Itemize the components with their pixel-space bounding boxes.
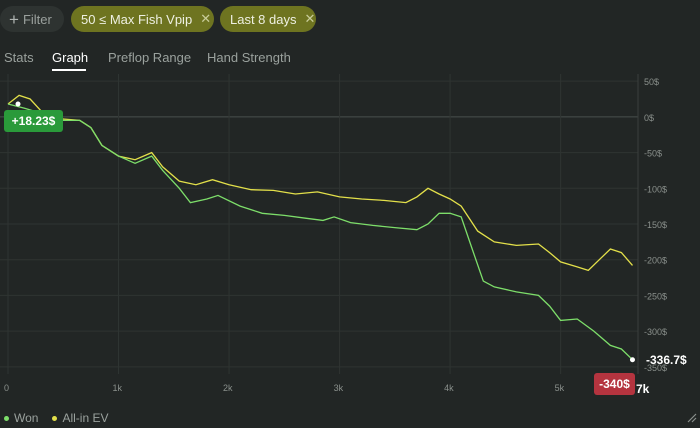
filter-chip-max-fish-vpip[interactable]: 50 ≤ Max Fish Vpip ✕	[71, 6, 214, 32]
filter-chip-date-range[interactable]: Last 8 days ✕	[220, 6, 316, 32]
tab-graph[interactable]: Graph	[52, 50, 89, 65]
end-value-badge: -340$	[594, 373, 635, 395]
y-tick-label: -250$	[644, 291, 667, 301]
start-point-marker	[15, 101, 21, 107]
x-tick-label: 1k	[113, 383, 123, 393]
tab-stats[interactable]: Stats	[4, 50, 34, 65]
legend-item-won[interactable]: Won	[4, 411, 38, 425]
x-end-label: 7k	[636, 382, 650, 396]
y-tick-label: -200$	[644, 256, 667, 266]
x-tick-label: 0	[4, 383, 9, 393]
y-tick-label: -150$	[644, 220, 667, 230]
x-tick-label: 3k	[334, 383, 344, 393]
y-tick-label: 0$	[644, 113, 654, 123]
close-icon[interactable]: ✕	[304, 11, 316, 26]
filter-button[interactable]: + Filter	[0, 6, 64, 32]
legend-label: Won	[14, 411, 39, 425]
chip-label: 50 ≤ Max Fish Vpip	[81, 11, 193, 27]
close-icon[interactable]: ✕	[200, 11, 212, 26]
legend-item-allin-ev[interactable]: All-in EV	[52, 411, 108, 425]
ev-dot-icon	[52, 415, 58, 421]
resize-icon[interactable]	[687, 413, 697, 423]
y-tick-label: 50$	[644, 77, 659, 87]
series-line-won	[7, 103, 633, 361]
x-tick-label: 5k	[555, 383, 565, 393]
y-tick-label: -100$	[644, 184, 667, 194]
filter-label: Filter	[22, 11, 52, 27]
won-dot-icon	[4, 415, 9, 421]
start-value-badge: +18.23$	[4, 110, 63, 132]
chip-label: Last 8 days	[230, 11, 297, 27]
end-point-marker	[629, 357, 635, 363]
chart-legend: Won All-in EV	[4, 411, 122, 425]
y-tick-label: -50$	[644, 149, 662, 159]
legend-label: All-in EV	[62, 411, 109, 425]
profit-graph[interactable]: 50$ 0$ -50$ -100$ -150$ -200$ -250$ -300$ -350$ 0…	[0, 74, 700, 404]
filter-bar: + Filter 50 ≤ Max Fish Vpip ✕ Last 8 day…	[0, 0, 700, 40]
x-tick-label: 2k	[223, 383, 233, 393]
x-tick-label: 4k	[444, 383, 454, 393]
plus-icon: +	[9, 9, 19, 29]
active-tab-indicator	[52, 69, 86, 71]
tab-preflop-range[interactable]: Preflop Range	[108, 50, 192, 65]
y-tick-label: -350$	[644, 363, 667, 373]
y-tick-label: -300$	[644, 327, 667, 337]
end-ev-label: -336.7$	[646, 353, 687, 367]
tab-hand-strength[interactable]: Hand Strength	[207, 50, 291, 65]
series-line-all-in-ev	[7, 94, 633, 272]
